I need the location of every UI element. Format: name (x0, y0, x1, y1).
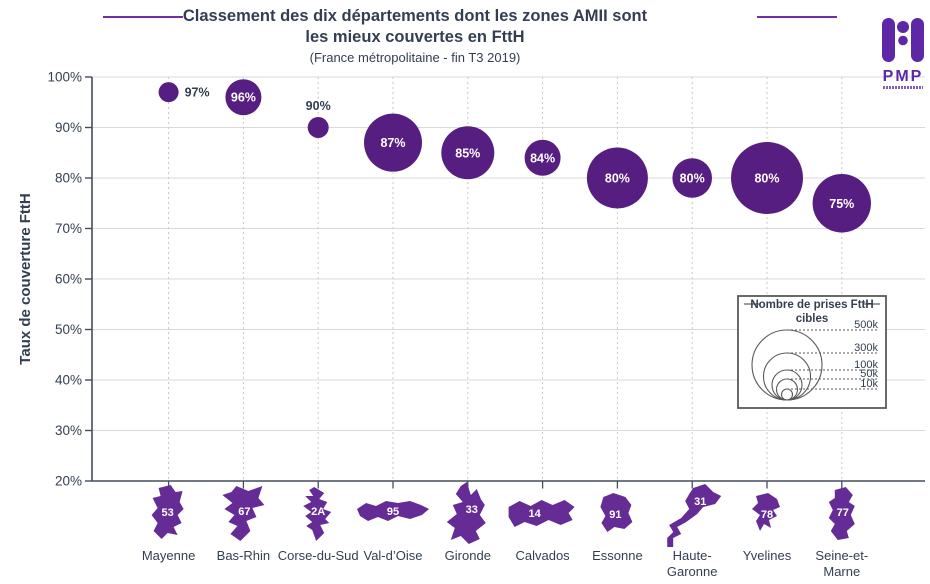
bubble-label: 97% (185, 86, 210, 100)
dept-code-label: 31 (694, 496, 706, 508)
dept-silhouette (357, 501, 429, 521)
dept-silhouette (222, 486, 265, 541)
dept-shape-14: 14 (508, 500, 575, 527)
y-tick-label: 90% (55, 120, 82, 135)
dept-silhouette (828, 487, 855, 540)
dept-shape-78: 78 (752, 493, 780, 531)
dept-silhouette (151, 485, 184, 539)
dept-shape-2A: 2A (303, 487, 332, 541)
bubble-label: 80% (605, 172, 630, 186)
y-tick-label: 50% (55, 322, 82, 337)
size-legend-title: cibles (796, 313, 829, 325)
bubble-31 (672, 158, 712, 198)
dept-shape-95: 95 (357, 501, 429, 521)
dept-silhouette (752, 493, 780, 531)
x-category-label: Seine-et- (815, 548, 868, 563)
dept-silhouette (508, 500, 575, 527)
size-legend-title: Nombre de prises FttH (750, 299, 873, 311)
y-tick-label: 60% (55, 272, 82, 287)
x-category-label: Yvelines (743, 548, 792, 563)
dept-code-label: 95 (387, 506, 399, 518)
dept-shape-53: 53 (151, 485, 184, 539)
x-category-label: Garonne (667, 564, 718, 579)
y-tick-label: 80% (55, 171, 82, 186)
bubble-77 (812, 174, 871, 233)
dept-code-label: 33 (466, 504, 478, 516)
dept-code-label: 77 (837, 507, 849, 519)
dept-silhouette (600, 493, 633, 532)
dept-code-label: 53 (161, 507, 173, 519)
bubble-label: 87% (380, 136, 405, 150)
dept-silhouette (303, 487, 332, 541)
bubble-label: 96% (231, 91, 256, 105)
bubble-label: 90% (306, 99, 331, 113)
x-category-label: Bas-Rhin (217, 548, 270, 563)
dept-shape-31: 31 (667, 484, 722, 547)
dept-code-label: 2A (311, 506, 325, 518)
bubble-53 (158, 82, 179, 103)
y-tick-label: 100% (47, 70, 82, 85)
y-tick-label: 70% (55, 221, 82, 236)
bubble-label: 80% (680, 172, 705, 186)
legend-size-label: 10k (860, 378, 878, 390)
bubble-label: 75% (829, 197, 854, 211)
legend-size-label: 50k (860, 368, 878, 380)
bubble-95 (364, 113, 422, 172)
legend-size-label: 100k (854, 359, 878, 371)
legend-size-label: 500k (854, 319, 878, 331)
x-category-label: Mayenne (142, 548, 195, 563)
x-category-label: Calvados (515, 548, 570, 563)
dept-shape-67: 67 (222, 486, 265, 541)
bubble-67 (225, 79, 262, 116)
x-category-label: Essonne (592, 548, 643, 563)
dept-code-label: 78 (761, 509, 773, 521)
bubble-label: 84% (530, 151, 555, 165)
dept-code-label: 67 (238, 506, 250, 518)
bubble-33 (441, 126, 495, 180)
x-category-label: Gironde (445, 548, 491, 563)
x-category-label: Corse-du-Sud (278, 548, 359, 563)
y-tick-label: 40% (55, 373, 82, 388)
x-category-label: Haute- (673, 548, 712, 563)
bubble-14 (524, 139, 561, 176)
bubble-78 (731, 142, 803, 214)
dept-shape-77: 77 (828, 487, 855, 540)
dept-code-label: 91 (609, 509, 621, 521)
dept-shape-33: 33 (446, 482, 486, 544)
bubble-label: 85% (455, 146, 480, 160)
x-category-label: Marne (823, 564, 860, 579)
y-tick-label: 20% (55, 474, 82, 489)
dept-shape-91: 91 (600, 493, 633, 532)
bubble-label: 80% (754, 172, 779, 186)
bubble-91 (586, 147, 648, 209)
bubble-2A (307, 117, 329, 138)
legend-size-label: 300k (854, 342, 878, 354)
x-category-label: Val-d’Oise (363, 548, 422, 563)
y-axis-title: Taux de couverture FttH (17, 193, 34, 364)
dept-silhouette (667, 484, 722, 547)
dept-code-label: 14 (528, 508, 541, 520)
y-tick-label: 30% (55, 423, 82, 438)
dept-silhouette (446, 482, 486, 544)
